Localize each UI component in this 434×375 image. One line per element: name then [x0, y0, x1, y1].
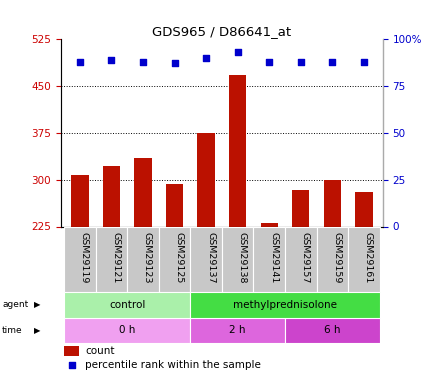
Bar: [291, 190, 309, 226]
Text: GSM29157: GSM29157: [300, 232, 309, 283]
Point: [202, 55, 209, 61]
Text: methylprednisolone: methylprednisolone: [233, 300, 336, 310]
Point: [76, 58, 83, 64]
Text: GSM29119: GSM29119: [80, 232, 89, 283]
Point: [296, 58, 303, 64]
Bar: [127, 226, 158, 292]
Point: [108, 57, 115, 63]
Point: [328, 58, 335, 64]
Text: 0 h: 0 h: [119, 326, 135, 335]
Point: [359, 58, 366, 64]
Text: time: time: [2, 326, 23, 335]
Bar: [64, 292, 190, 318]
Bar: [64, 226, 95, 292]
Text: GSM29125: GSM29125: [174, 232, 183, 283]
Bar: [228, 75, 246, 226]
Bar: [158, 226, 190, 292]
Bar: [64, 346, 79, 356]
Point: [233, 49, 240, 55]
Bar: [253, 226, 284, 292]
Text: GSM29121: GSM29121: [111, 232, 120, 283]
Bar: [284, 226, 316, 292]
Bar: [197, 133, 214, 226]
Bar: [323, 180, 340, 226]
Text: count: count: [85, 346, 114, 356]
Text: GSM29141: GSM29141: [269, 232, 278, 283]
Text: ▶: ▶: [34, 300, 40, 309]
Bar: [190, 292, 379, 318]
Bar: [190, 226, 221, 292]
Bar: [64, 318, 190, 343]
Text: 2 h: 2 h: [229, 326, 245, 335]
Text: GSM29159: GSM29159: [332, 232, 341, 283]
Bar: [316, 226, 347, 292]
Bar: [221, 226, 253, 292]
Point: [171, 60, 178, 66]
Point: [68, 362, 75, 368]
Text: GSM29161: GSM29161: [363, 232, 372, 283]
Bar: [165, 184, 183, 226]
Text: ▶: ▶: [34, 326, 40, 335]
Bar: [284, 318, 379, 343]
Text: agent: agent: [2, 300, 28, 309]
Bar: [134, 158, 151, 226]
Point: [139, 58, 146, 64]
Bar: [355, 192, 372, 226]
Text: GSM29138: GSM29138: [237, 232, 246, 283]
Bar: [102, 166, 120, 226]
Bar: [347, 226, 379, 292]
Text: GSM29123: GSM29123: [143, 232, 151, 283]
Title: GDS965 / D86641_at: GDS965 / D86641_at: [152, 25, 291, 38]
Bar: [95, 226, 127, 292]
Bar: [260, 224, 277, 226]
Text: GSM29137: GSM29137: [206, 232, 214, 283]
Bar: [190, 318, 284, 343]
Text: control: control: [109, 300, 145, 310]
Text: percentile rank within the sample: percentile rank within the sample: [85, 360, 260, 370]
Point: [265, 58, 272, 64]
Text: 6 h: 6 h: [323, 326, 340, 335]
Bar: [71, 175, 88, 226]
